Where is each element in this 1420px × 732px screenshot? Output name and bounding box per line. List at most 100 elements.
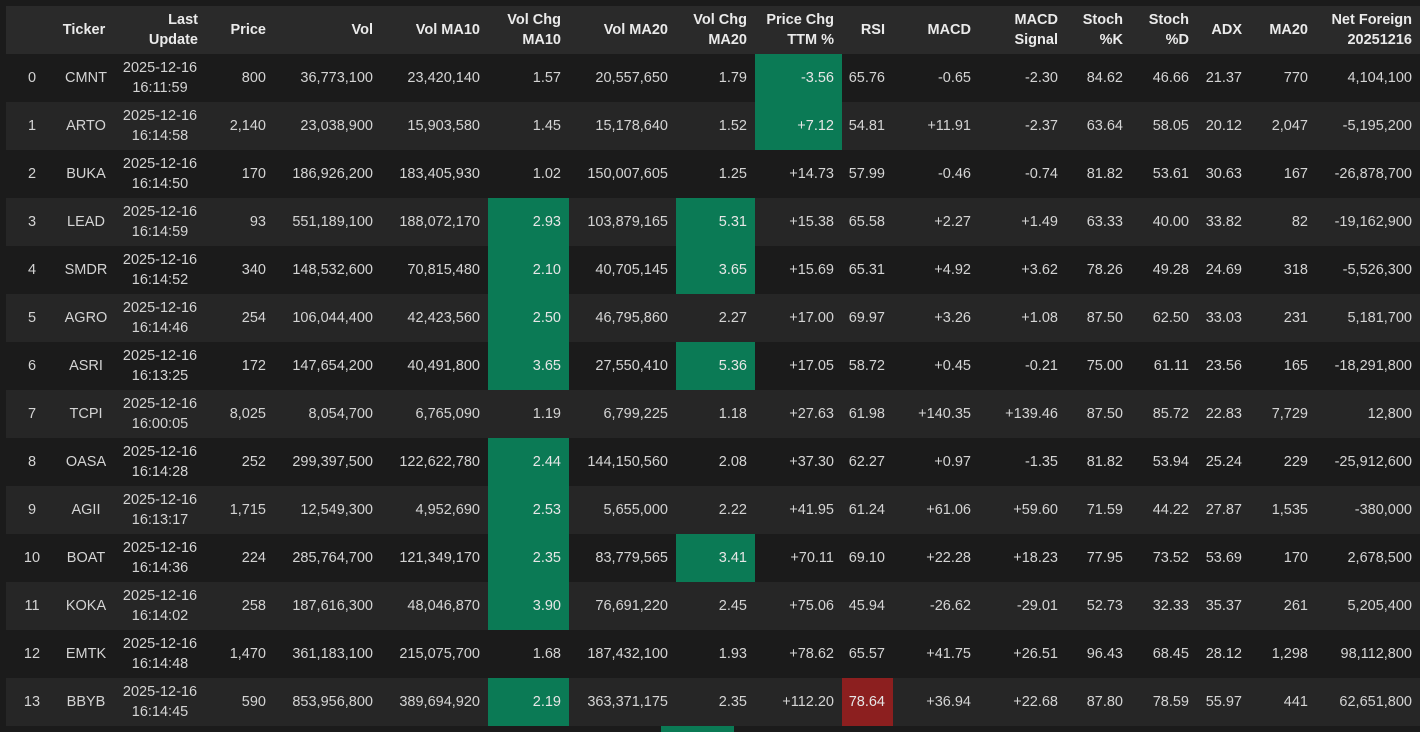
column-header-macd-signal[interactable]: MACD Signal [1014, 12, 1058, 48]
cell-stoch-k: 87.80 [1086, 694, 1123, 710]
cell-price: 224 [241, 550, 266, 566]
cell-price: 1,470 [229, 646, 266, 662]
cell-vol-ma20: 150,007,605 [587, 166, 668, 182]
cell-vol-chg-ma20: 2.22 [718, 502, 747, 518]
column-header-stoch-k[interactable]: Stoch %K [1082, 12, 1123, 48]
cell-price-chg-ttm: +14.73 [789, 166, 834, 182]
cell-update: 2025-12-16 16:11:59 [122, 60, 198, 96]
cell-idx: 13 [23, 694, 41, 710]
cell-update: 2025-12-16 16:13:25 [122, 348, 198, 384]
cell-price-chg-ttm: +112.20 [782, 694, 834, 710]
column-header-stoch-d[interactable]: Stoch %D [1148, 12, 1189, 48]
cell-price-chg-ttm: +41.95 [789, 502, 834, 518]
cell-ticker: TCPI [69, 406, 103, 422]
cell-vol-ma10: 121,349,170 [399, 550, 480, 566]
cell-vol-chg-ma10: 1.57 [532, 70, 561, 86]
cell-price-chg-ttm: +15.38 [789, 214, 834, 230]
stock-screener-table-container[interactable]: Ticker Last Update Price Vol Vol MA10 Vol Chg… [6, 6, 1420, 732]
table-row[interactable]: 9 AGII 2025-12-16 16:13:17 1,715 12,549,300 4… [6, 486, 1420, 534]
cell-macd: +22.28 [926, 550, 971, 566]
table-row[interactable]: 7 TCPI 2025-12-16 16:00:05 8,025 8,054,700 6,… [6, 390, 1420, 438]
table-row[interactable]: 8 OASA 2025-12-16 16:14:28 252 299,397,500 12… [6, 438, 1420, 486]
table-row[interactable]: 6 ASRI 2025-12-16 16:13:25 172 147,654,200 40… [6, 342, 1420, 390]
cell-vol-ma10: 122,622,780 [399, 454, 480, 470]
cell-ma20: 261 [1283, 598, 1308, 614]
cell-ma20: 165 [1283, 358, 1308, 374]
table-row[interactable]: 5 AGRO 2025-12-16 16:14:46 254 106,044,400 42… [6, 294, 1420, 342]
table-row[interactable]: 11 KOKA 2025-12-16 16:14:02 258 187,616,300 4… [6, 582, 1420, 630]
column-header-macd[interactable]: MACD [927, 22, 972, 38]
cell-idx: 1 [27, 118, 37, 134]
table-row[interactable]: 12 EMTK 2025-12-16 16:14:48 1,470 361,183,10… [6, 630, 1420, 678]
cell-vol-chg-ma20: 3.65 [676, 246, 755, 294]
column-header-adx[interactable]: ADX [1211, 22, 1242, 38]
cell-update: 2025-12-16 16:14:52 [122, 252, 198, 288]
column-header-idx[interactable] [6, 6, 58, 54]
column-header-price[interactable]: Price [230, 22, 266, 38]
cell-vol: 36,773,100 [300, 70, 373, 86]
cell-ticker: LEAD [67, 214, 105, 230]
cell-ticker: SMDR [64, 262, 108, 278]
cell-ticker: AGII [71, 502, 101, 518]
table-row[interactable]: 1 ARTO 2025-12-16 16:14:58 2,140 23,038,900 1… [6, 102, 1420, 150]
cell-stoch-k: 87.50 [1086, 310, 1123, 326]
cell-price: 800 [241, 70, 266, 86]
cell-rsi: 69.10 [848, 550, 885, 566]
cell-vol-ma10: 48,046,870 [407, 598, 480, 614]
cell-ticker: ARTO [66, 118, 106, 134]
cell-net-foreign: -19,162,900 [1334, 214, 1412, 230]
cell-stoch-d: 40.00 [1152, 214, 1189, 230]
cell-stoch-d: 46.66 [1152, 70, 1189, 86]
column-header-vol[interactable]: Vol [351, 22, 373, 38]
column-header-price-chg-ttm[interactable]: Price Chg TTM % [766, 12, 834, 48]
cell-ma20: 2,047 [1271, 118, 1308, 134]
cell-vol-ma20: 144,150,560 [587, 454, 668, 470]
column-header-vol-chg-ma10[interactable]: Vol Chg MA10 [507, 12, 561, 48]
cell-stoch-k: 84.62 [1086, 70, 1123, 86]
cell-net-foreign: 12,800 [1367, 406, 1412, 422]
cell-vol-ma20: 5,655,000 [603, 502, 668, 518]
cell-stoch-d: 78.59 [1152, 694, 1189, 710]
cell-stoch-d: 53.61 [1152, 166, 1189, 182]
cell-vol-chg-ma10: 3.65 [488, 342, 569, 390]
column-header-update[interactable]: Last Update [148, 12, 198, 48]
cell-stoch-k: 78.26 [1086, 262, 1123, 278]
cell-vol-ma10: 70,815,480 [407, 262, 480, 278]
cell-macd: +61.06 [926, 502, 971, 518]
cell-vol-chg-ma20: 1.25 [718, 166, 747, 182]
cell-vol-chg-ma20: 5.36 [676, 342, 755, 390]
cell-rsi: 57.99 [848, 166, 885, 182]
table-row[interactable]: 10 BOAT 2025-12-16 16:14:36 224 285,764,700 1… [6, 534, 1420, 582]
cell-macd-signal: +3.62 [1021, 262, 1058, 278]
header-row: Ticker Last Update Price Vol Vol MA10 Vol Chg… [6, 6, 1420, 54]
cell-stoch-k: 81.82 [1086, 454, 1123, 470]
column-header-vol-ma10[interactable]: Vol MA10 [415, 22, 480, 38]
cell-net-foreign: -25,912,600 [1334, 454, 1412, 470]
cell-adx: 25.24 [1205, 454, 1242, 470]
column-header-vol-ma20[interactable]: Vol MA20 [603, 22, 668, 38]
cell-update: 2025-12-16 16:14:45 [122, 684, 198, 720]
column-header-vol-chg-ma20[interactable]: Vol Chg MA20 [693, 12, 747, 48]
cell-macd: +2.27 [934, 214, 971, 230]
table-row[interactable]: 4 SMDR 2025-12-16 16:14:52 340 148,532,600 70… [6, 246, 1420, 294]
cell-price-chg-ttm: +78.62 [789, 646, 834, 662]
cell-rsi: 65.31 [848, 262, 885, 278]
table-header: Ticker Last Update Price Vol Vol MA10 Vol Chg… [6, 6, 1420, 54]
table-row[interactable]: 3 LEAD 2025-12-16 16:14:59 93 551,189,100 188… [6, 198, 1420, 246]
cell-rsi: 65.76 [848, 70, 885, 86]
column-header-rsi[interactable]: RSI [860, 22, 885, 38]
cell-vol-ma20: 15,178,640 [595, 118, 668, 134]
column-header-net-foreign[interactable]: Net Foreign 20251216 [1331, 12, 1412, 48]
column-header-ma20[interactable]: MA20 [1269, 22, 1308, 38]
cell-adx: 28.12 [1205, 646, 1242, 662]
table-row[interactable]: 13 BBYB 2025-12-16 16:14:45 590 853,956,800 3… [6, 678, 1420, 726]
cell-macd-signal: -29.01 [1016, 598, 1058, 614]
cell-stoch-d: 68.45 [1152, 646, 1189, 662]
table-row[interactable]: 2 BUKA 2025-12-16 16:14:50 170 186,926,200 18… [6, 150, 1420, 198]
cell-stoch-d: 58.05 [1152, 118, 1189, 134]
cell-vol: 285,764,700 [292, 550, 373, 566]
cell-macd: +140.35 [918, 406, 971, 422]
column-header-ticker[interactable]: Ticker [62, 22, 106, 38]
table-row[interactable]: 0 CMNT 2025-12-16 16:11:59 800 36,773,100 23,… [6, 54, 1420, 102]
cell-adx: 35.37 [1205, 598, 1242, 614]
